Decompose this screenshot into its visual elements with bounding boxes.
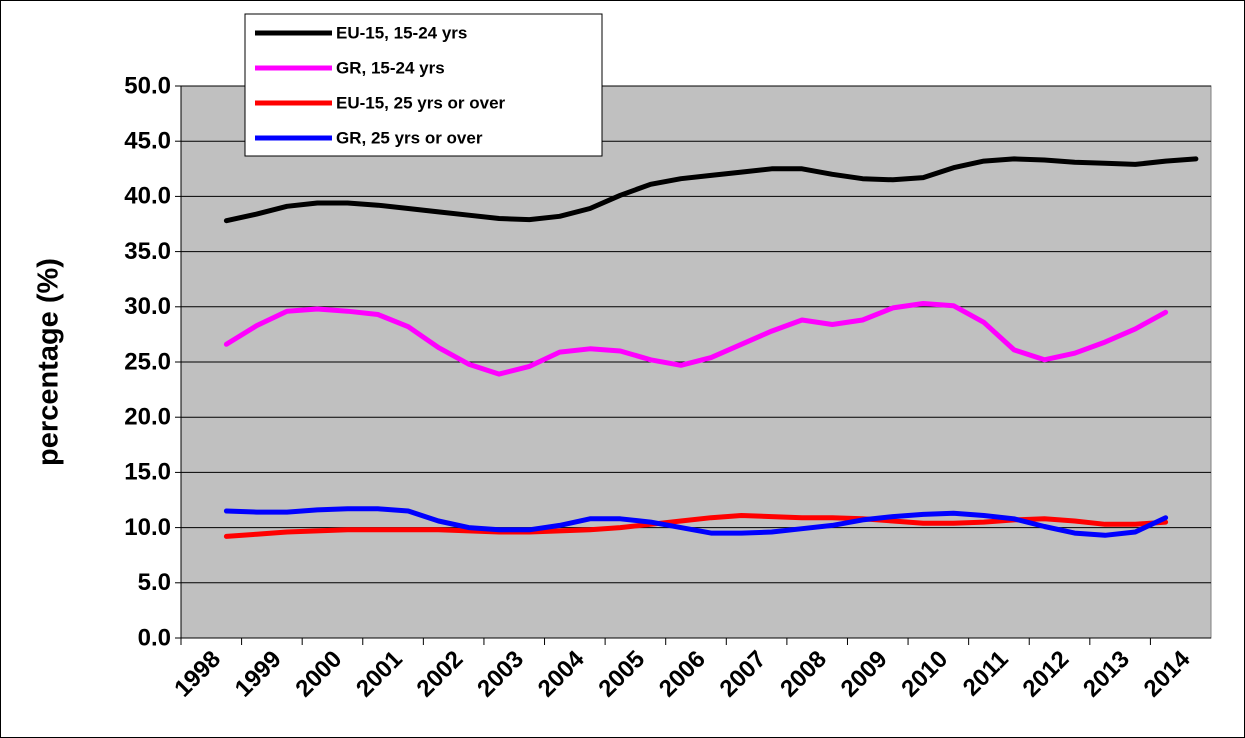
legend-label: EU-15, 15-24 yrs <box>336 23 467 42</box>
y-axis-title: percentage (%) <box>33 258 65 466</box>
y-tick-label: 0.0 <box>138 624 171 651</box>
y-tick-label: 30.0 <box>124 293 171 320</box>
y-tick-label: 5.0 <box>138 569 171 596</box>
y-tick-label: 10.0 <box>124 514 171 541</box>
y-tick-label: 20.0 <box>124 404 171 431</box>
legend: EU-15, 15-24 yrs GR, 15-24 yrs EU-15, 25 y… <box>244 13 603 157</box>
series-line <box>223 506 1169 538</box>
legend-box <box>244 13 603 157</box>
y-tick-label: 35.0 <box>124 238 171 265</box>
legend-label: GR, 15-24 yrs <box>336 58 445 77</box>
series-line <box>223 156 1199 224</box>
legend-label: EU-15, 25 yrs or over <box>336 93 506 112</box>
series-line <box>223 301 1169 377</box>
y-tick-label: 25.0 <box>124 348 171 375</box>
y-tick-label: 50.0 <box>124 72 171 99</box>
y-tick-label: 15.0 <box>124 459 171 486</box>
legend-label: GR, 25 yrs or over <box>336 128 483 147</box>
lines <box>181 85 1211 639</box>
y-tick-label: 45.0 <box>124 128 171 155</box>
y-tick-label: 40.0 <box>124 183 171 210</box>
